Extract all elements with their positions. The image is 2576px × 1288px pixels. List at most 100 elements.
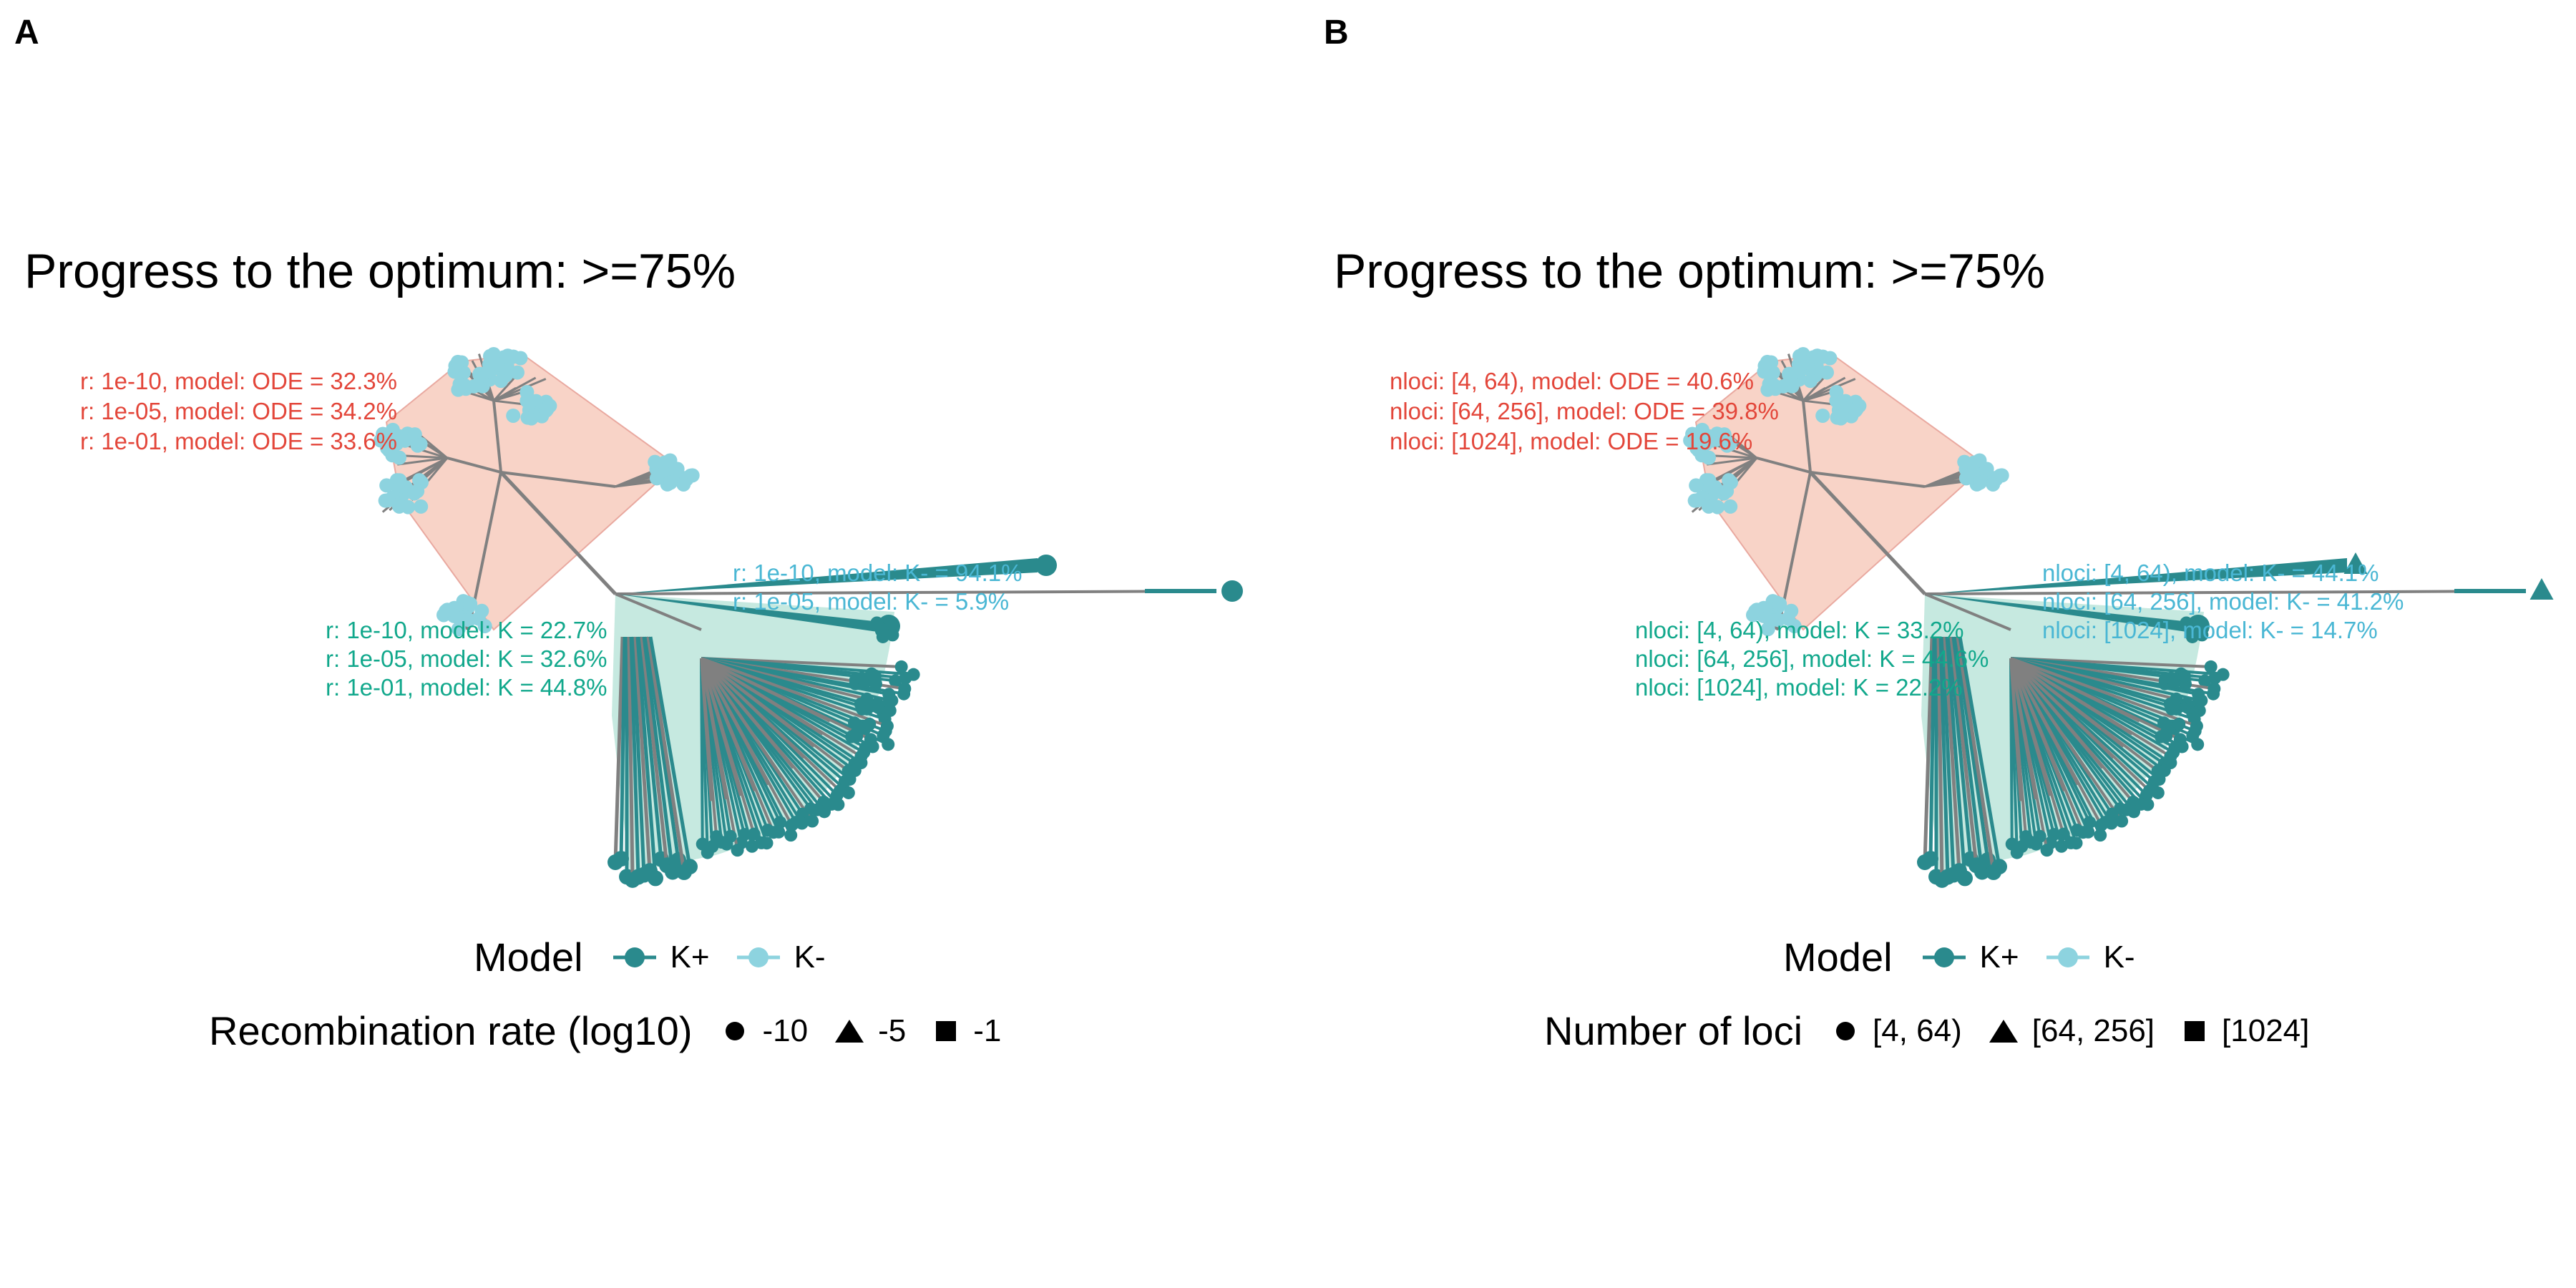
circle-shape-icon bbox=[726, 1021, 745, 1040]
ode-label-2: nloci: [64, 256], model: ODE = 39.8% bbox=[1390, 398, 1779, 424]
kminus-label-2: r: 1e-05, model: K- = 5.9% bbox=[733, 588, 1010, 615]
k-minus-tip bbox=[1957, 454, 1972, 469]
k-plus-branch bbox=[633, 636, 652, 872]
k-minus-tip bbox=[376, 426, 391, 441]
outlier-point bbox=[1221, 580, 1243, 602]
k-plus-branch bbox=[1923, 636, 1934, 863]
k-plus-tip bbox=[860, 692, 874, 706]
k-plus-branch bbox=[631, 636, 646, 875]
tree-branch bbox=[399, 457, 448, 484]
legend-model: Model K+ K- bbox=[474, 934, 852, 980]
legend-item-square: [1024] bbox=[2180, 1013, 2309, 1049]
k-plus-tip bbox=[2165, 671, 2178, 685]
k-minus-tip bbox=[1832, 395, 1847, 410]
tree-branch bbox=[2009, 658, 2052, 796]
tree-branch bbox=[2010, 657, 2146, 709]
k-plus-branch bbox=[1938, 636, 1950, 877]
square-shape-icon bbox=[2185, 1020, 2205, 1041]
tree-branch bbox=[2010, 657, 2140, 723]
legend-item-triangle: -5 bbox=[834, 1013, 906, 1049]
k-minus-tip bbox=[1694, 448, 1709, 463]
k-plus-tip bbox=[2207, 687, 2220, 701]
tree-branch bbox=[500, 471, 616, 488]
tree-branch bbox=[447, 457, 502, 474]
k-plus-branch bbox=[613, 636, 625, 863]
k-plus-tip bbox=[2094, 829, 2107, 842]
legend-kminus-label: K- bbox=[2103, 939, 2135, 975]
k-minus-tip bbox=[385, 448, 400, 463]
k-minus-tip bbox=[1972, 453, 1987, 468]
legend-item-kminus: K- bbox=[736, 940, 826, 975]
k-plus-branch bbox=[1943, 636, 1961, 872]
tree-branch bbox=[1707, 457, 1757, 466]
k-minus-tip bbox=[457, 378, 472, 393]
k-minus-tip bbox=[1719, 438, 1735, 453]
k-minus-tip bbox=[480, 364, 495, 379]
legend-kplus-label: K+ bbox=[1979, 939, 2019, 975]
k-minus-tip bbox=[1780, 378, 1795, 393]
k-minus-tip bbox=[1787, 618, 1802, 633]
tree-branch bbox=[700, 657, 824, 736]
tree-branch bbox=[493, 378, 547, 402]
ode-label-2: r: 1e-05, model: ODE = 34.2% bbox=[80, 398, 397, 424]
k-plus-tip bbox=[2157, 716, 2171, 730]
k-minus-tip bbox=[381, 492, 396, 507]
tree-branch bbox=[1809, 471, 1926, 595]
ode-label-3: nloci: [1024], model: ODE = 19.6% bbox=[1390, 428, 1753, 454]
k-minus-tip bbox=[470, 378, 485, 393]
tree-branch bbox=[615, 590, 1217, 595]
k-minus-tip bbox=[1722, 473, 1737, 488]
k-plus-tip bbox=[2191, 738, 2205, 751]
k-plus-branch bbox=[1928, 636, 1936, 859]
k-plus-tip bbox=[648, 870, 663, 887]
k-plus-tip bbox=[886, 628, 899, 642]
k-minus-tip bbox=[477, 618, 492, 633]
legend-model-title: Model bbox=[1783, 935, 1893, 980]
k-minus-tip bbox=[389, 436, 404, 452]
k-plus-tip bbox=[863, 717, 877, 731]
k-minus-tip bbox=[1699, 436, 1714, 452]
tree-branch bbox=[700, 658, 728, 800]
k-minus-tip bbox=[401, 499, 416, 514]
k-plus-branch bbox=[644, 636, 680, 861]
legend-shape-label-3: [1024] bbox=[2222, 1013, 2310, 1048]
tree-branch bbox=[700, 658, 770, 786]
k-plus-tip bbox=[2204, 660, 2218, 673]
legend-shape-title: Recombination rate (log10) bbox=[209, 1008, 693, 1053]
kplus-label-2: r: 1e-05, model: K = 32.6% bbox=[326, 645, 608, 672]
tree-branch bbox=[1802, 400, 1812, 473]
tree-branch bbox=[2009, 657, 2092, 778]
tree-branch bbox=[397, 457, 448, 466]
k-plus-tip bbox=[855, 671, 869, 685]
tree-branch bbox=[2009, 658, 2037, 800]
k-plus-branch bbox=[1941, 636, 1956, 875]
k-plus-branch bbox=[646, 636, 686, 873]
k-plus-branch bbox=[638, 636, 663, 859]
kplus-key-icon bbox=[1922, 947, 1966, 967]
k-plus-branch bbox=[640, 636, 669, 866]
k-minus-tip bbox=[1710, 499, 1725, 514]
k-plus-tip bbox=[2005, 837, 2019, 851]
tree-branch bbox=[1924, 592, 2011, 631]
k-plus-tip bbox=[665, 864, 680, 880]
panel-title: Progress to the optimum: >=75% bbox=[24, 244, 736, 298]
legend-shape-label-3: -1 bbox=[973, 1013, 1002, 1048]
k-minus-tip bbox=[412, 473, 427, 488]
ode-label-1: nloci: [4, 64), model: ODE = 40.6% bbox=[1390, 368, 1755, 394]
k-plus-branch bbox=[642, 636, 675, 872]
kplus-label-2: nloci: [64, 256], model: K = 44.6% bbox=[1635, 645, 1989, 672]
k-minus-tip bbox=[1848, 403, 1863, 418]
k-minus-tip bbox=[1820, 365, 1835, 380]
legend-shape-label-2: -5 bbox=[878, 1013, 907, 1048]
k-minus-tip bbox=[1764, 613, 1779, 628]
k-minus-tip bbox=[1723, 499, 1738, 514]
tree-branch bbox=[2009, 658, 2079, 786]
tree-branch bbox=[700, 657, 806, 759]
k-minus-tip bbox=[379, 478, 394, 493]
triangle-shape-icon bbox=[1989, 1019, 2018, 1043]
k-plus-branch bbox=[700, 658, 704, 844]
k-minus-tip bbox=[407, 427, 422, 442]
k-minus-tip bbox=[440, 602, 455, 618]
tree-branch bbox=[2009, 657, 2133, 736]
legend-shape-label-2: [64, 256] bbox=[2031, 1013, 2155, 1048]
